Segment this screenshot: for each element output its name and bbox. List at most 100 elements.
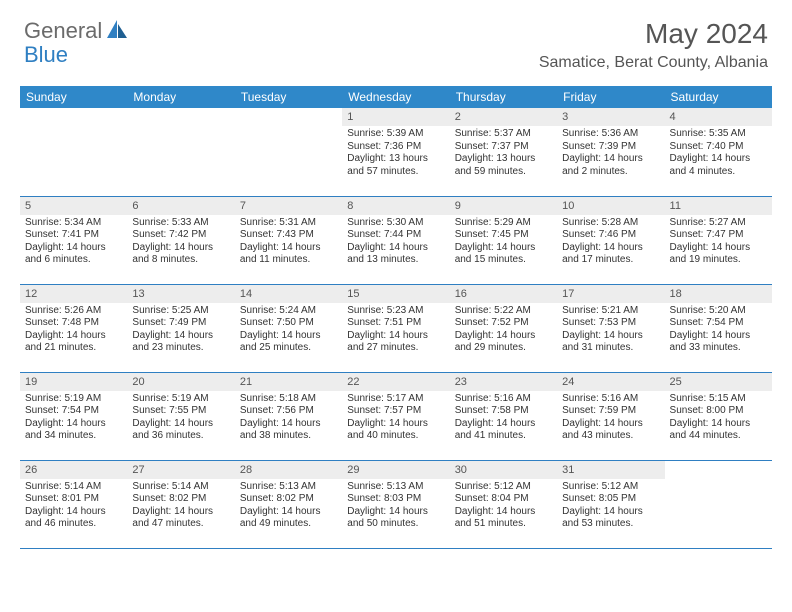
- location-text: Samatice, Berat County, Albania: [539, 54, 768, 72]
- sunset-text: Sunset: 7:40 PM: [670, 141, 767, 154]
- day-body: Sunrise: 5:19 AMSunset: 7:54 PMDaylight:…: [20, 391, 127, 445]
- daylight-text: Daylight: 14 hours and 2 minutes.: [562, 153, 659, 178]
- daylight-text: Daylight: 14 hours and 53 minutes.: [562, 506, 659, 531]
- day-number: 31: [557, 461, 664, 479]
- day-number: 9: [450, 197, 557, 215]
- day-number: 14: [235, 285, 342, 303]
- calendar-day: 30Sunrise: 5:12 AMSunset: 8:04 PMDayligh…: [450, 460, 557, 548]
- day-body: Sunrise: 5:16 AMSunset: 7:59 PMDaylight:…: [557, 391, 664, 445]
- daylight-text: Daylight: 14 hours and 13 minutes.: [347, 242, 444, 267]
- sunset-text: Sunset: 7:54 PM: [670, 317, 767, 330]
- sunrise-text: Sunrise: 5:19 AM: [25, 393, 122, 406]
- sunset-text: Sunset: 8:05 PM: [562, 493, 659, 506]
- sunrise-text: Sunrise: 5:16 AM: [455, 393, 552, 406]
- calendar-day: 31Sunrise: 5:12 AMSunset: 8:05 PMDayligh…: [557, 460, 664, 548]
- calendar-day: 12Sunrise: 5:26 AMSunset: 7:48 PMDayligh…: [20, 284, 127, 372]
- daylight-text: Daylight: 14 hours and 44 minutes.: [670, 418, 767, 443]
- day-body: Sunrise: 5:28 AMSunset: 7:46 PMDaylight:…: [557, 215, 664, 269]
- page-header: General May 2024 Samatice, Berat County,…: [0, 0, 792, 80]
- sunrise-text: Sunrise: 5:30 AM: [347, 217, 444, 230]
- calendar-week: 1Sunrise: 5:39 AMSunset: 7:36 PMDaylight…: [20, 108, 772, 196]
- day-body: Sunrise: 5:15 AMSunset: 8:00 PMDaylight:…: [665, 391, 772, 445]
- daylight-text: Daylight: 14 hours and 11 minutes.: [240, 242, 337, 267]
- sunrise-text: Sunrise: 5:24 AM: [240, 305, 337, 318]
- day-body: Sunrise: 5:30 AMSunset: 7:44 PMDaylight:…: [342, 215, 449, 269]
- daylight-text: Daylight: 14 hours and 33 minutes.: [670, 330, 767, 355]
- day-number: 12: [20, 285, 127, 303]
- calendar-day: 25Sunrise: 5:15 AMSunset: 8:00 PMDayligh…: [665, 372, 772, 460]
- calendar-day: 19Sunrise: 5:19 AMSunset: 7:54 PMDayligh…: [20, 372, 127, 460]
- sunrise-text: Sunrise: 5:13 AM: [347, 481, 444, 494]
- sunrise-text: Sunrise: 5:13 AM: [240, 481, 337, 494]
- daylight-text: Daylight: 14 hours and 41 minutes.: [455, 418, 552, 443]
- day-number: 4: [665, 108, 772, 126]
- brand-part1: General: [24, 18, 102, 44]
- sunrise-text: Sunrise: 5:33 AM: [132, 217, 229, 230]
- daylight-text: Daylight: 14 hours and 17 minutes.: [562, 242, 659, 267]
- calendar-head: SundayMondayTuesdayWednesdayThursdayFrid…: [20, 86, 772, 108]
- daylight-text: Daylight: 14 hours and 25 minutes.: [240, 330, 337, 355]
- brand-part2: Blue: [24, 42, 68, 67]
- calendar-day: 13Sunrise: 5:25 AMSunset: 7:49 PMDayligh…: [127, 284, 234, 372]
- sunset-text: Sunset: 7:52 PM: [455, 317, 552, 330]
- day-number: 7: [235, 197, 342, 215]
- day-number: 2: [450, 108, 557, 126]
- calendar-body: 1Sunrise: 5:39 AMSunset: 7:36 PMDaylight…: [20, 108, 772, 548]
- calendar-table: SundayMondayTuesdayWednesdayThursdayFrid…: [20, 86, 772, 549]
- calendar-day: [665, 460, 772, 548]
- sunset-text: Sunset: 8:02 PM: [240, 493, 337, 506]
- sunset-text: Sunset: 7:50 PM: [240, 317, 337, 330]
- day-number: 13: [127, 285, 234, 303]
- weekday-header: Saturday: [665, 86, 772, 108]
- sunset-text: Sunset: 7:49 PM: [132, 317, 229, 330]
- sunset-text: Sunset: 7:43 PM: [240, 229, 337, 242]
- brand-logo: General: [24, 18, 130, 44]
- sunrise-text: Sunrise: 5:22 AM: [455, 305, 552, 318]
- day-number: 17: [557, 285, 664, 303]
- calendar-day: 22Sunrise: 5:17 AMSunset: 7:57 PMDayligh…: [342, 372, 449, 460]
- sunrise-text: Sunrise: 5:14 AM: [132, 481, 229, 494]
- sunrise-text: Sunrise: 5:25 AM: [132, 305, 229, 318]
- day-number: [235, 108, 342, 126]
- day-body: Sunrise: 5:14 AMSunset: 8:01 PMDaylight:…: [20, 479, 127, 533]
- day-number: 19: [20, 373, 127, 391]
- day-number: 18: [665, 285, 772, 303]
- calendar-day: 8Sunrise: 5:30 AMSunset: 7:44 PMDaylight…: [342, 196, 449, 284]
- sunrise-text: Sunrise: 5:15 AM: [670, 393, 767, 406]
- day-body: Sunrise: 5:13 AMSunset: 8:02 PMDaylight:…: [235, 479, 342, 533]
- sunset-text: Sunset: 7:45 PM: [455, 229, 552, 242]
- day-body: Sunrise: 5:34 AMSunset: 7:41 PMDaylight:…: [20, 215, 127, 269]
- sunrise-text: Sunrise: 5:20 AM: [670, 305, 767, 318]
- calendar-day: 11Sunrise: 5:27 AMSunset: 7:47 PMDayligh…: [665, 196, 772, 284]
- calendar-day: [235, 108, 342, 196]
- sunset-text: Sunset: 7:57 PM: [347, 405, 444, 418]
- calendar-day: 14 Sunrise: 5:24 AMSunset: 7:50 PMDayligh…: [235, 284, 342, 372]
- calendar-day: 9Sunrise: 5:29 AMSunset: 7:45 PMDaylight…: [450, 196, 557, 284]
- day-number: 22: [342, 373, 449, 391]
- daylight-text: Daylight: 14 hours and 6 minutes.: [25, 242, 122, 267]
- day-number: [20, 108, 127, 126]
- day-number: 28: [235, 461, 342, 479]
- calendar-day: 29Sunrise: 5:13 AMSunset: 8:03 PMDayligh…: [342, 460, 449, 548]
- brand-sail-icon: [106, 19, 128, 44]
- sunset-text: Sunset: 7:44 PM: [347, 229, 444, 242]
- sunset-text: Sunset: 7:48 PM: [25, 317, 122, 330]
- day-number: 8: [342, 197, 449, 215]
- day-body: Sunrise: 5:12 AMSunset: 8:05 PMDaylight:…: [557, 479, 664, 533]
- sunset-text: Sunset: 7:46 PM: [562, 229, 659, 242]
- title-block: May 2024 Samatice, Berat County, Albania: [539, 18, 768, 72]
- daylight-text: Daylight: 14 hours and 47 minutes.: [132, 506, 229, 531]
- calendar-day: 18Sunrise: 5:20 AMSunset: 7:54 PMDayligh…: [665, 284, 772, 372]
- day-number: 5: [20, 197, 127, 215]
- daylight-text: Daylight: 14 hours and 38 minutes.: [240, 418, 337, 443]
- daylight-text: Daylight: 14 hours and 40 minutes.: [347, 418, 444, 443]
- day-body: Sunrise: 5:17 AMSunset: 7:57 PMDaylight:…: [342, 391, 449, 445]
- day-number: 10: [557, 197, 664, 215]
- weekday-header: Monday: [127, 86, 234, 108]
- sunset-text: Sunset: 7:59 PM: [562, 405, 659, 418]
- day-number: 24: [557, 373, 664, 391]
- day-body: Sunrise: 5:20 AMSunset: 7:54 PMDaylight:…: [665, 303, 772, 357]
- day-body: Sunrise: 5:35 AMSunset: 7:40 PMDaylight:…: [665, 126, 772, 180]
- calendar-day: 20Sunrise: 5:19 AMSunset: 7:55 PMDayligh…: [127, 372, 234, 460]
- sunrise-text: Sunrise: 5:35 AM: [670, 128, 767, 141]
